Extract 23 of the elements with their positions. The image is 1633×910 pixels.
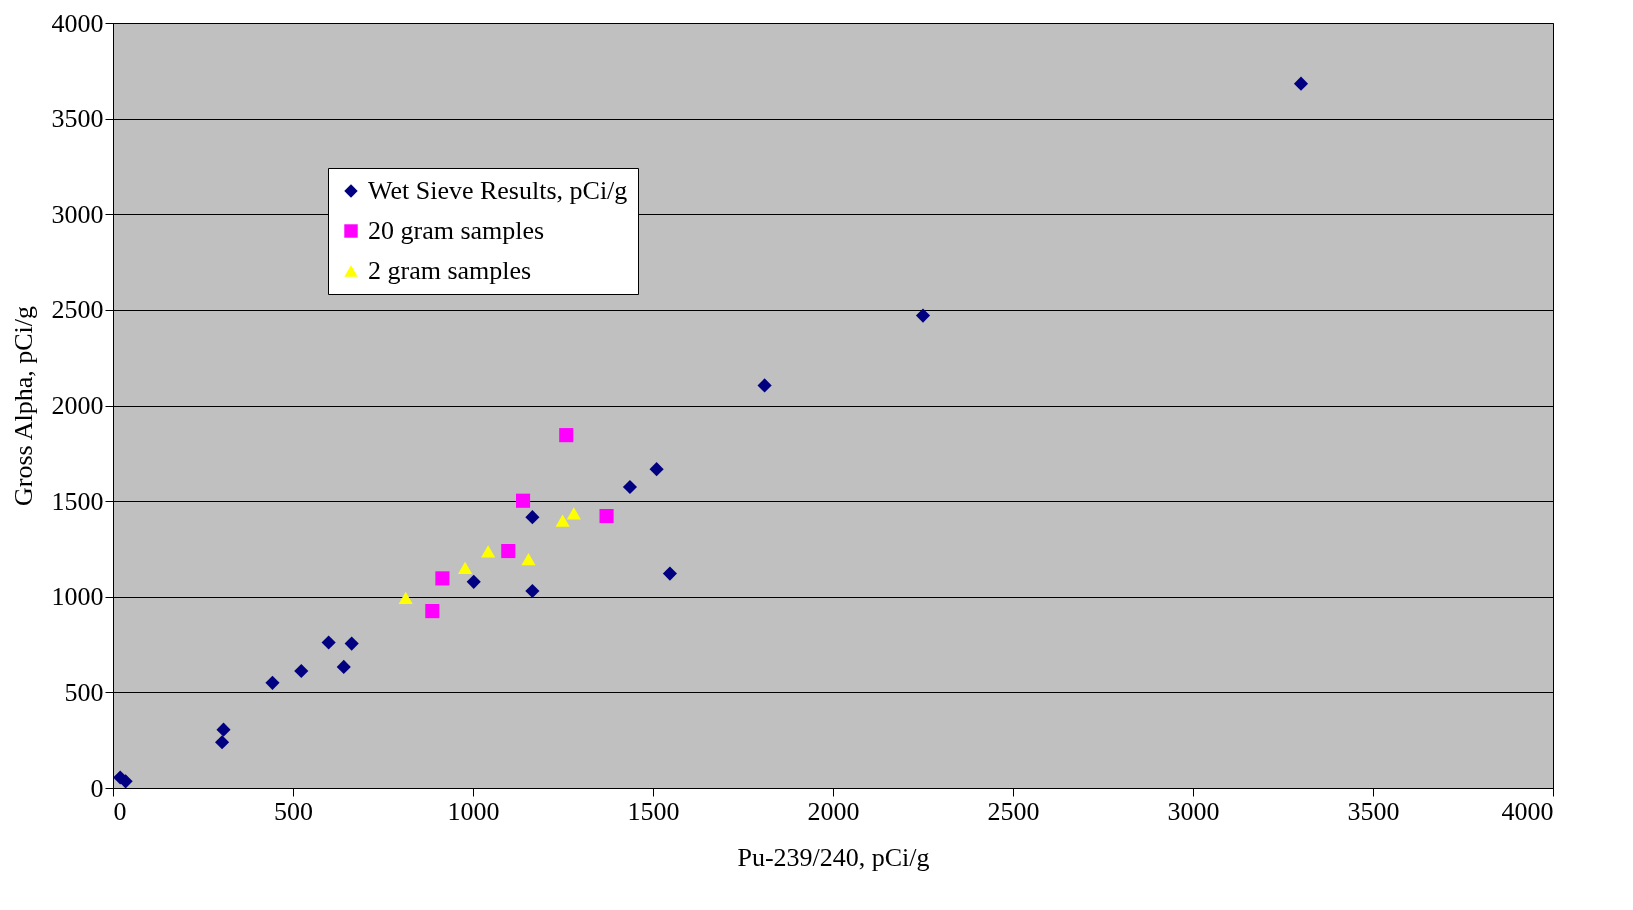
x-tick-label: 1000	[447, 796, 500, 826]
y-tick-label: 1500	[51, 486, 104, 516]
legend-label: 2 gram samples	[368, 256, 532, 285]
y-tick-label: 3000	[51, 199, 104, 229]
y-tick-label: 3500	[51, 104, 104, 134]
x-tick-label: 4000	[1501, 796, 1554, 826]
x-tick-label: 3000	[1167, 796, 1220, 826]
legend-label: Wet Sieve Results, pCi/g	[368, 176, 628, 205]
y-tick-label: 2000	[51, 391, 104, 420]
y-axis-title: Gross Alpha, pCi/g	[8, 305, 38, 507]
x-tick-label: 2500	[987, 796, 1040, 826]
x-tick-label: 2000	[807, 796, 860, 826]
x-tick-label: 1500	[627, 796, 680, 826]
y-tick-label: 2500	[51, 295, 104, 325]
x-tick-label: 3500	[1347, 796, 1400, 826]
y-tick-label: 1000	[51, 582, 104, 612]
x-axis-title: Pu-239/240, pCi/g	[737, 842, 930, 872]
y-tick-label: 500	[64, 677, 104, 707]
x-tick-label: 500	[274, 796, 313, 826]
legend-label: 20 gram samples	[368, 216, 545, 245]
x-tick-label: 0	[113, 796, 127, 826]
y-tick-label: 4000	[51, 8, 104, 38]
y-tick-label: 0	[90, 773, 104, 803]
